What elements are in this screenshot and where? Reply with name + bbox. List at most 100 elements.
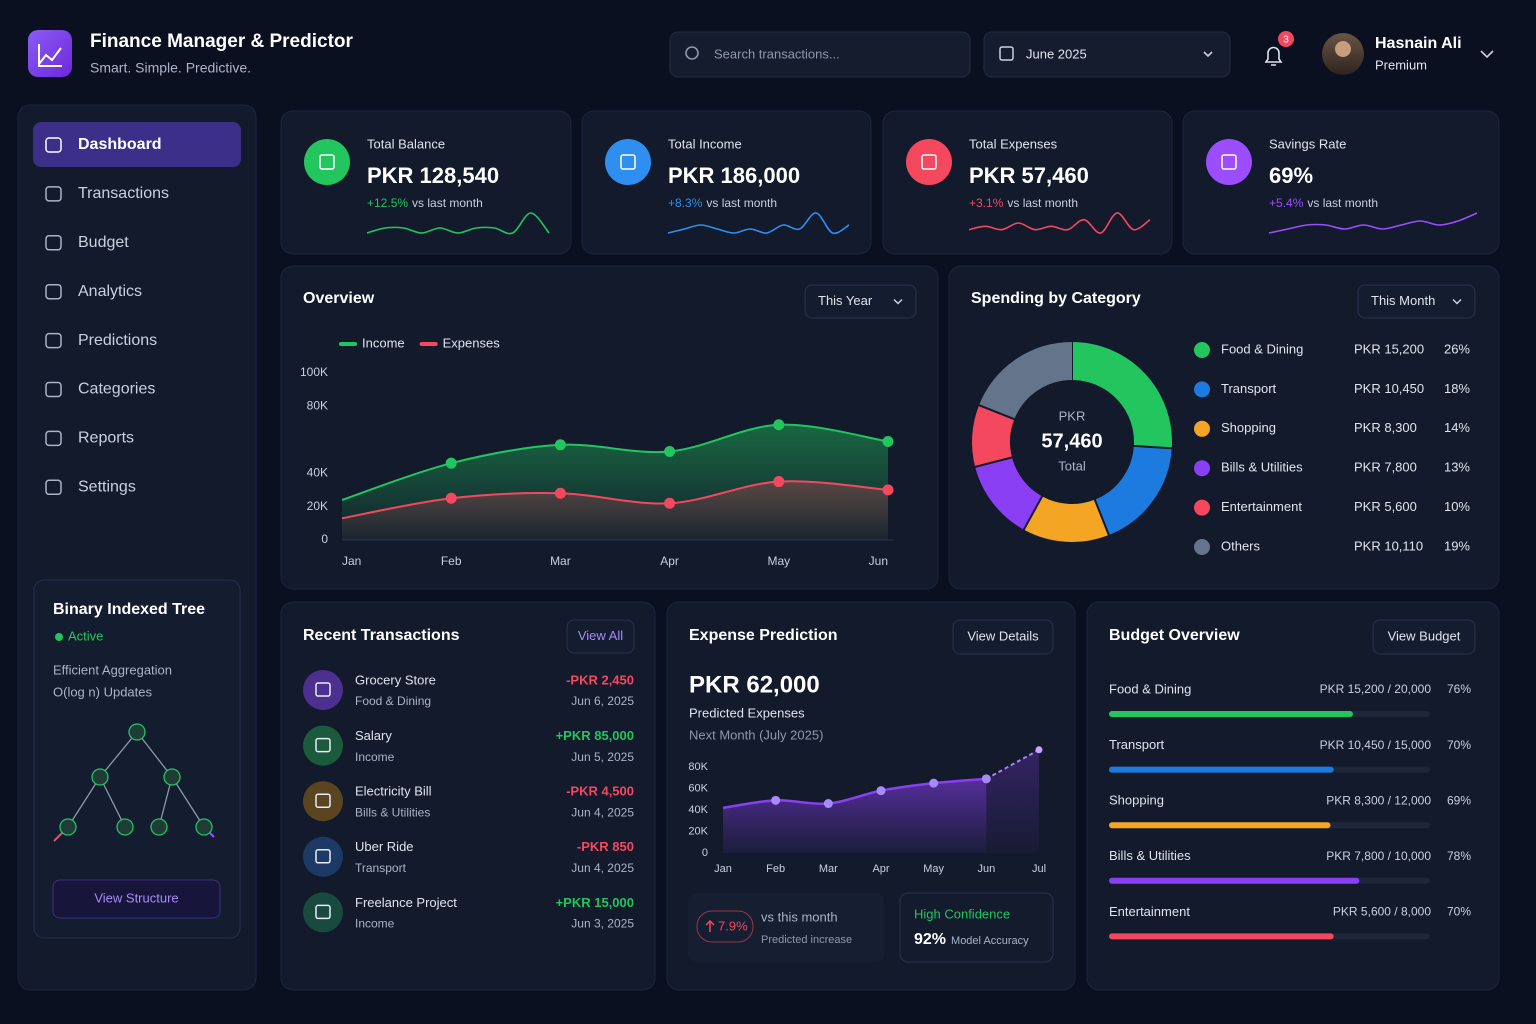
nav-item[interactable]: Categories xyxy=(78,381,155,398)
transaction-amount: +PKR 15,000 xyxy=(556,895,634,910)
change-sub: Predicted increase xyxy=(761,934,852,946)
legend-label: Others xyxy=(1221,538,1261,553)
nav-item[interactable]: Transactions xyxy=(78,185,169,202)
center-value: 57,460 xyxy=(1041,430,1102,452)
donut-segment xyxy=(1071,342,1172,449)
panel xyxy=(280,110,572,255)
nav-icon xyxy=(45,332,62,349)
budget-name: Transport xyxy=(1109,737,1165,752)
panel xyxy=(1182,110,1500,255)
panel-title: Recent Transactions xyxy=(303,627,460,644)
nav-icon xyxy=(45,381,62,398)
app-title: Finance Manager & Predictor xyxy=(90,31,354,52)
center-label: PKR xyxy=(1059,408,1086,423)
legend-label: Income xyxy=(362,335,405,350)
dropdown[interactable] xyxy=(1357,284,1476,319)
transaction-date: Jun 3, 2025 xyxy=(571,917,634,931)
nav-item[interactable]: Predictions xyxy=(78,332,157,349)
data-point xyxy=(882,435,894,447)
dropdown[interactable] xyxy=(804,284,917,319)
y-tick-label: 80K xyxy=(307,399,328,413)
nav-item[interactable]: Analytics xyxy=(78,283,142,300)
nav-item[interactable]: Budget xyxy=(78,234,129,251)
view-all-label[interactable]: View All xyxy=(578,628,623,643)
budget-percent: 70% xyxy=(1447,738,1471,752)
x-tick-label: May xyxy=(767,554,790,568)
bell-icon[interactable] xyxy=(1264,46,1283,66)
budget-percent: 78% xyxy=(1447,849,1471,863)
search-placeholder[interactable]: Search transactions... xyxy=(714,46,840,61)
legend-label: Bills & Utilities xyxy=(1221,460,1303,475)
accuracy: 92% xyxy=(914,931,946,948)
panel-title: Spending by Category xyxy=(971,290,1141,307)
transaction-icon xyxy=(303,781,343,822)
sparkline xyxy=(1268,212,1478,234)
budget-name: Entertainment xyxy=(1109,904,1190,919)
card-line: O(log n) Updates xyxy=(53,684,152,699)
search-box[interactable] xyxy=(669,31,971,78)
legend-percent: 13% xyxy=(1444,460,1470,475)
data-point xyxy=(445,492,457,504)
nav-item[interactable]: Reports xyxy=(78,430,134,447)
view-details-label[interactable]: View Details xyxy=(967,628,1039,643)
view-budget-label[interactable]: View Budget xyxy=(1388,628,1461,643)
budget-amount: PKR 5,600 / 8,000 xyxy=(1333,905,1431,919)
nav-icon xyxy=(45,137,62,153)
accuracy-box xyxy=(899,892,1054,963)
legend-amount: PKR 15,200 xyxy=(1354,341,1424,356)
stat-note: vs last month xyxy=(412,196,483,210)
donut-segment xyxy=(972,405,1015,467)
change-box xyxy=(688,893,884,962)
card-button[interactable] xyxy=(52,879,221,919)
nav-icon xyxy=(45,235,62,251)
legend-label: Entertainment xyxy=(1221,499,1302,514)
panel-title: Budget Overview xyxy=(1109,627,1240,644)
bit-card xyxy=(33,579,241,939)
nav-item[interactable]: Settings xyxy=(78,479,136,496)
budget-bar xyxy=(1109,766,1334,773)
legend-label: Expenses xyxy=(443,335,501,350)
data-point xyxy=(773,476,785,488)
budget-percent: 76% xyxy=(1447,682,1471,696)
transaction-icon xyxy=(303,892,343,933)
stat-label: Total Balance xyxy=(367,136,445,151)
dropdown-label[interactable]: This Month xyxy=(1371,293,1435,308)
budget-percent: 69% xyxy=(1447,793,1471,807)
stat-value: PKR 57,460 xyxy=(969,163,1089,188)
view-budget[interactable] xyxy=(1372,619,1476,655)
search-icon xyxy=(685,46,699,60)
segment-gap xyxy=(973,456,1014,469)
x-tick-label: Feb xyxy=(441,554,462,568)
donut-segment xyxy=(979,342,1073,420)
dropdown-label[interactable]: This Year xyxy=(818,293,873,308)
notification-count: 3 xyxy=(1283,35,1289,46)
chevron xyxy=(1452,298,1462,305)
user-menu-chevron[interactable] xyxy=(1480,50,1494,59)
accuracy-label: Model Accuracy xyxy=(951,935,1029,947)
predicted-label: Predicted Expenses xyxy=(689,705,805,720)
transaction-amount: -PKR 2,450 xyxy=(566,672,634,687)
stat-value: 69% xyxy=(1269,163,1313,188)
stat-value: PKR 186,000 xyxy=(668,163,800,188)
data-point xyxy=(445,457,457,469)
transaction-date: Jun 6, 2025 xyxy=(571,694,634,708)
x-tick-label: Jan xyxy=(342,554,361,568)
budget-bar xyxy=(1109,877,1360,884)
view-details[interactable] xyxy=(952,619,1054,655)
segment-gap xyxy=(1022,494,1044,531)
sparkline xyxy=(667,212,850,235)
period-select[interactable] xyxy=(983,31,1231,78)
transaction-date: Jun 4, 2025 xyxy=(571,805,634,819)
calendar-icon xyxy=(999,46,1014,61)
stat-label: Savings Rate xyxy=(1269,136,1346,151)
data-point xyxy=(876,786,886,796)
period[interactable]: June 2025 xyxy=(1026,46,1087,61)
legend-amount: PKR 8,300 xyxy=(1354,420,1417,435)
transaction-category: Transport xyxy=(355,861,407,875)
legend-dot xyxy=(1194,342,1210,358)
card-button-label[interactable]: View Structure xyxy=(94,890,178,905)
nav-item[interactable]: Dashboard xyxy=(78,136,162,153)
view-all[interactable] xyxy=(566,619,635,654)
transaction-category: Food & Dining xyxy=(355,694,431,708)
y-tick-label: 80K xyxy=(688,761,708,773)
